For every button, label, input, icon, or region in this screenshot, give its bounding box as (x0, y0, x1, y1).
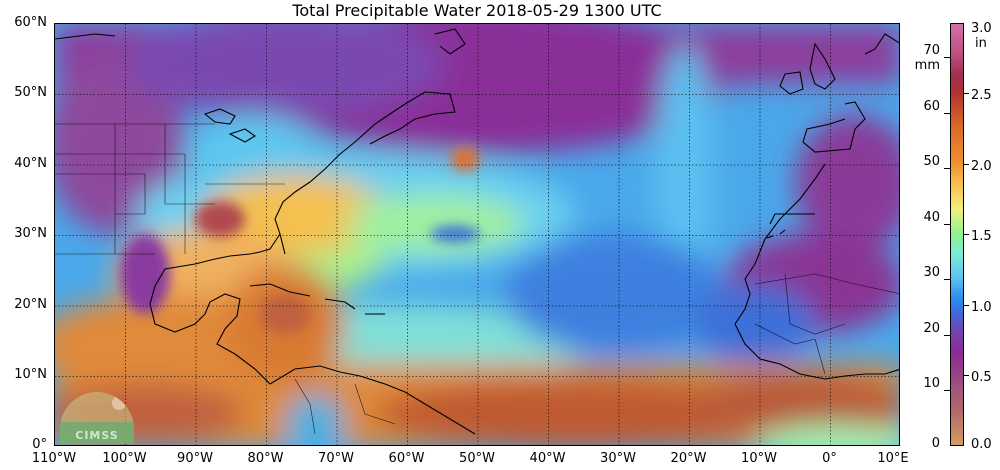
x-axis-label-20w: 20°W (670, 451, 707, 466)
mm-label-70: 70 (923, 43, 940, 58)
in-label-0.0: 0.0 (971, 437, 992, 452)
x-axis-label-0: 0° (822, 451, 837, 466)
mm-label-60: 60 (923, 99, 940, 114)
mm-label-10: 10 (923, 376, 940, 391)
mm-tick (944, 113, 950, 114)
mm-label-50: 50 (923, 154, 940, 169)
y-axis-label-40n: 40°N (14, 156, 47, 171)
y-axis-label-0: 0° (32, 437, 47, 452)
in-label-0.5: 0.5 (971, 370, 992, 385)
mm-tick (944, 168, 950, 169)
in-label-1.0: 1.0 (971, 300, 992, 315)
logo-sun-icon (112, 396, 126, 410)
in-tick (964, 164, 969, 165)
in-tick (964, 234, 969, 235)
x-axis-label-100w: 100°W (102, 451, 147, 466)
in-label-3.0: 3.0 (971, 21, 992, 36)
in-label-2.5: 2.5 (971, 88, 992, 103)
y-axis-label-30n: 30°N (14, 226, 47, 241)
x-axis-label-40w: 40°W (529, 451, 566, 466)
in-tick (964, 375, 969, 376)
logo-text: CIMSS (75, 429, 119, 442)
mm-tick (944, 224, 950, 225)
mm-tick (944, 57, 950, 58)
x-axis-label-70w: 70°W (318, 451, 354, 466)
x-axis-label-30w: 30°W (600, 451, 636, 466)
x-axis-label-60w: 60°W (388, 451, 425, 466)
mm-unit-label: mm (914, 58, 940, 73)
in-tick (964, 305, 969, 306)
mm-label-20: 20 (923, 321, 940, 336)
mm-tick (944, 279, 950, 280)
x-axis-label-90w: 90°W (177, 451, 213, 466)
mm-tick (944, 335, 950, 336)
x-axis-label-50w: 50°W (459, 451, 495, 466)
y-axis-label-50n: 50°N (14, 85, 47, 100)
x-axis-label-80w: 80°W (247, 451, 284, 466)
x-axis-label-10e: 10°E (877, 451, 909, 466)
mm-label-40: 40 (923, 210, 940, 225)
y-axis-label-60n: 60°N (14, 15, 47, 30)
precipitable-water-map (54, 23, 900, 446)
x-axis-label-110w: 110°W (31, 451, 77, 466)
mm-tick (944, 390, 950, 391)
y-axis-label-10n: 10°N (14, 367, 47, 382)
in-tick (964, 93, 969, 94)
x-axis-label-10w: 10°W (741, 451, 777, 466)
mm-label-0: 0 (931, 436, 940, 451)
in-label-1.5: 1.5 (971, 229, 992, 244)
mm-label-30: 30 (923, 265, 940, 280)
in-unit-label: in (975, 36, 987, 51)
in-label-2.0: 2.0 (971, 159, 992, 174)
y-axis-label-20n: 20°N (14, 297, 47, 312)
cimss-logo: CIMSS (60, 392, 134, 444)
chart-title: Total Precipitable Water 2018-05-29 1300… (292, 1, 662, 20)
map-field (55, 24, 899, 445)
logo-hill-icon (60, 422, 134, 444)
colorbar (950, 23, 964, 446)
